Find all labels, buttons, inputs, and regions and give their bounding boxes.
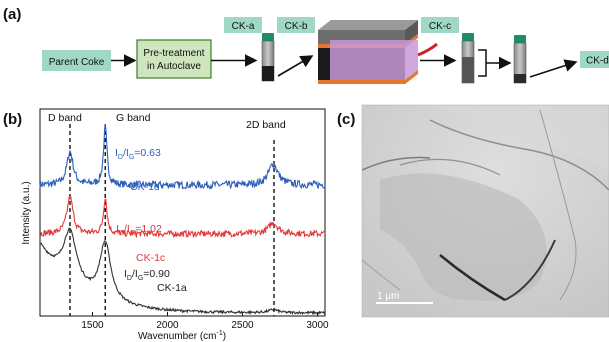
ratio-ck-1c: ID/IG=1.02 bbox=[116, 223, 162, 237]
ck-a-label: CK-a bbox=[232, 21, 255, 32]
scale-bar-label: 1 μm bbox=[377, 291, 399, 302]
x-axis-label-sup: -1 bbox=[216, 330, 222, 337]
arrow-vial-d-to-ck-d bbox=[529, 59, 578, 78]
2d-band-label: 2D band bbox=[246, 119, 286, 131]
x-axis-label-close: ) bbox=[223, 331, 226, 342]
panel-b: (b) Intensity (a.u.) 1500 2000 2500 3000 Wa… bbox=[3, 108, 329, 342]
parent-coke-box: Parent Coke bbox=[42, 50, 111, 71]
parent-coke-label: Parent Coke bbox=[49, 57, 105, 68]
ck-c-label: CK-c bbox=[429, 21, 451, 32]
pretreatment-label-line1: Pre-treatment bbox=[143, 48, 204, 59]
ratio-ck-1d: ID/IG=0.63 bbox=[115, 147, 161, 161]
ck-d-label: CK-d bbox=[586, 56, 609, 67]
g-band-label: G band bbox=[116, 112, 151, 124]
vial-d-icon bbox=[513, 35, 527, 84]
ck-d-box bbox=[580, 51, 609, 68]
x-axis-label: Wavenumber (cm-1) bbox=[138, 330, 226, 342]
panel-b-letter: (b) bbox=[3, 111, 22, 128]
x-axis-label-main: Wavenumber (cm bbox=[138, 331, 217, 342]
spectra bbox=[39, 124, 326, 316]
pretreatment-box-bg bbox=[136, 39, 212, 79]
spectrum-line-ck-1d bbox=[39, 124, 326, 190]
pretreatment-box: Pre-treatment in Autoclave bbox=[136, 39, 212, 79]
ratio-ck-1a: ID/IG=0.90 bbox=[124, 268, 170, 282]
panel-c-letter: (c) bbox=[337, 111, 355, 128]
ck-c-box bbox=[421, 17, 459, 33]
reactor-icon bbox=[318, 20, 438, 84]
vial-c-icon bbox=[461, 33, 475, 84]
bracket-icon bbox=[478, 49, 495, 77]
panel-a-letter: (a) bbox=[3, 6, 21, 23]
x-ticks: 1500 2000 2500 3000 bbox=[81, 312, 329, 331]
series-name-ck-1d: CK-1d bbox=[130, 181, 160, 193]
d-band-label: D band bbox=[48, 112, 82, 124]
ck-b-label: CK-b bbox=[285, 21, 308, 32]
arrow-vial-a-to-reactor bbox=[277, 55, 314, 77]
vial-a-icon bbox=[261, 33, 275, 82]
spectrum-line-ck-1a bbox=[39, 227, 326, 316]
x-tick-label: 2500 bbox=[231, 320, 254, 331]
series-name-ck-1a: CK-1a bbox=[157, 282, 187, 294]
x-tick-label: 3000 bbox=[306, 320, 329, 331]
panel-c: (c) 1 μm bbox=[337, 104, 609, 318]
y-axis-label: Intensity (a.u.) bbox=[21, 181, 32, 244]
spectrum-line-ck-1c bbox=[39, 195, 326, 239]
x-tick-label: 2000 bbox=[156, 320, 179, 331]
plot-frame bbox=[39, 108, 326, 317]
band-lines bbox=[69, 124, 275, 316]
ck-a-box bbox=[224, 17, 262, 33]
parent-coke-box-bg bbox=[42, 50, 111, 71]
tem-image bbox=[361, 104, 609, 318]
ck-b-box bbox=[277, 17, 315, 33]
x-tick-label: 1500 bbox=[81, 320, 104, 331]
panel-a: (a) Parent Coke Pre-treatment in Autocla… bbox=[3, 6, 609, 84]
series-name-ck-1c: CK-1c bbox=[136, 252, 165, 264]
pretreatment-label-line2: in Autoclave bbox=[147, 61, 201, 72]
